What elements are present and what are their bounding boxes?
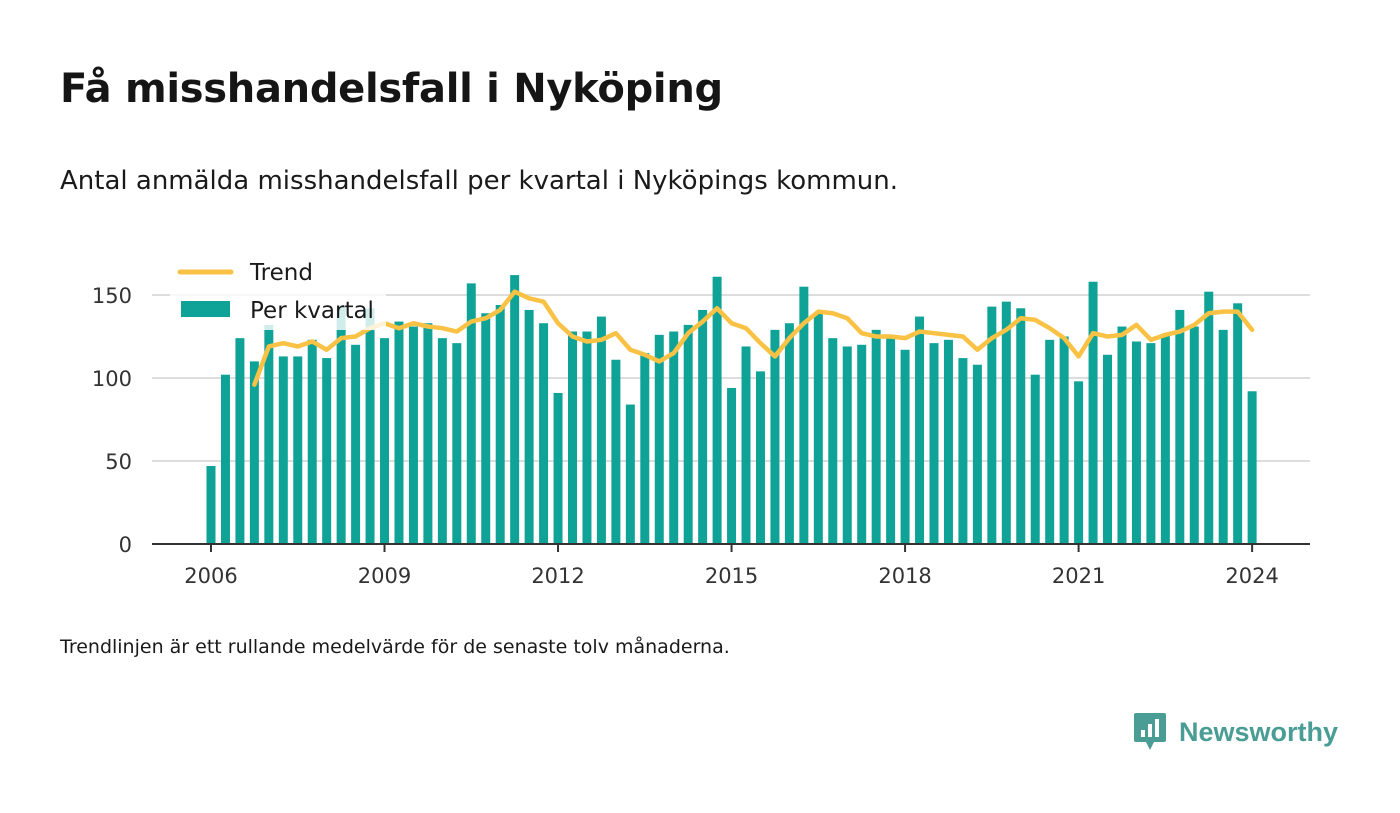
bar bbox=[1030, 374, 1040, 544]
bar bbox=[380, 338, 390, 544]
bar bbox=[495, 304, 505, 544]
bar bbox=[1088, 281, 1098, 544]
bar bbox=[307, 339, 317, 544]
chart-title: Få misshandelsfall i Nyköping bbox=[60, 66, 723, 112]
bar bbox=[886, 336, 896, 544]
bar bbox=[1103, 354, 1113, 544]
bar bbox=[611, 359, 621, 544]
bar bbox=[1001, 301, 1011, 544]
bar bbox=[698, 309, 708, 544]
bar bbox=[1016, 308, 1026, 544]
bar bbox=[481, 313, 491, 544]
bar bbox=[784, 323, 794, 544]
bar bbox=[799, 286, 809, 544]
bar bbox=[568, 331, 577, 544]
bar bbox=[437, 338, 447, 544]
bar bbox=[755, 371, 765, 544]
bar bbox=[293, 356, 303, 544]
bar bbox=[553, 392, 563, 544]
trend-line bbox=[252, 289, 1255, 387]
bar bbox=[654, 334, 664, 544]
bar bbox=[452, 343, 462, 544]
bar bbox=[669, 331, 679, 544]
bar bbox=[871, 329, 881, 544]
bar bbox=[1074, 381, 1084, 544]
x-tick-label: 2024 bbox=[1225, 564, 1278, 588]
x-tick-label: 2018 bbox=[878, 564, 931, 588]
bar bbox=[813, 313, 823, 544]
bar bbox=[915, 316, 925, 544]
bar bbox=[943, 339, 953, 544]
bar bbox=[1189, 326, 1199, 544]
bar bbox=[741, 346, 751, 544]
bar bbox=[987, 306, 997, 544]
bar bbox=[640, 353, 650, 544]
bar bbox=[712, 276, 722, 544]
y-tick-label: 0 bbox=[119, 533, 132, 557]
bar bbox=[929, 343, 939, 544]
bar bbox=[1045, 339, 1055, 544]
bar bbox=[539, 323, 549, 544]
chart-area: 0 50 100 150 2006 2009 2012 2015 2018 2021 2024 Tr… bbox=[91, 252, 1310, 588]
bar-series-per-kvartal bbox=[206, 275, 1257, 544]
newsworthy-logo-icon bbox=[1134, 713, 1166, 750]
line-series-trend bbox=[252, 289, 1255, 387]
bar bbox=[365, 308, 375, 544]
x-tick-label: 2015 bbox=[705, 564, 758, 588]
legend-label-per-kvartal: Per kvartal bbox=[250, 298, 374, 324]
bar bbox=[770, 329, 780, 544]
bar bbox=[582, 331, 592, 544]
bar bbox=[842, 346, 852, 544]
bar bbox=[1175, 309, 1185, 544]
x-tick-label: 2012 bbox=[531, 564, 584, 588]
bar bbox=[336, 306, 346, 544]
bar bbox=[206, 465, 216, 544]
footnote: Trendlinjen är ett rullande medelvärde f… bbox=[60, 636, 730, 658]
legend-label-trend: Trend bbox=[249, 260, 313, 286]
bar bbox=[394, 321, 404, 544]
bar bbox=[264, 324, 274, 544]
bar bbox=[423, 323, 433, 544]
y-tick-label: 100 bbox=[92, 367, 132, 391]
bar bbox=[1218, 329, 1228, 544]
bar bbox=[1117, 326, 1127, 544]
bar bbox=[1146, 343, 1156, 544]
bar bbox=[1204, 291, 1214, 544]
y-tick-label: 50 bbox=[105, 450, 132, 474]
bar bbox=[351, 344, 361, 544]
bar bbox=[900, 349, 910, 544]
bar bbox=[1131, 341, 1141, 544]
bar bbox=[408, 326, 418, 544]
bar bbox=[249, 361, 259, 544]
bar bbox=[1160, 334, 1170, 544]
bar bbox=[596, 316, 606, 544]
y-tick-label: 150 bbox=[92, 284, 132, 308]
bar bbox=[727, 387, 737, 544]
bar bbox=[828, 338, 838, 544]
bar bbox=[625, 404, 635, 544]
axes: 0 50 100 150 2006 2009 2012 2015 2018 2021 2024 bbox=[92, 284, 1310, 588]
bar bbox=[1059, 336, 1069, 544]
legend-swatch-per-kvartal bbox=[181, 301, 230, 317]
brand-logo: Newsworthy bbox=[1133, 712, 1338, 752]
bar bbox=[235, 338, 245, 544]
bar bbox=[972, 364, 982, 544]
x-tick-label: 2009 bbox=[358, 564, 411, 588]
bar bbox=[958, 358, 968, 544]
bar bbox=[857, 344, 867, 544]
bar bbox=[524, 309, 534, 544]
chart-subtitle: Antal anmälda misshandelsfall per kvarta… bbox=[60, 166, 899, 196]
bar bbox=[466, 283, 476, 544]
bar bbox=[1247, 391, 1257, 544]
x-tick-label: 2006 bbox=[184, 564, 237, 588]
bar bbox=[683, 324, 693, 544]
bar bbox=[322, 358, 332, 544]
legend: Trend Per kvartal bbox=[170, 252, 386, 330]
brand-name: Newsworthy bbox=[1179, 716, 1339, 747]
bar bbox=[220, 374, 230, 544]
bar bbox=[278, 356, 288, 544]
bar bbox=[1233, 303, 1243, 544]
x-tick-label: 2021 bbox=[1052, 564, 1105, 588]
bar bbox=[510, 275, 520, 544]
